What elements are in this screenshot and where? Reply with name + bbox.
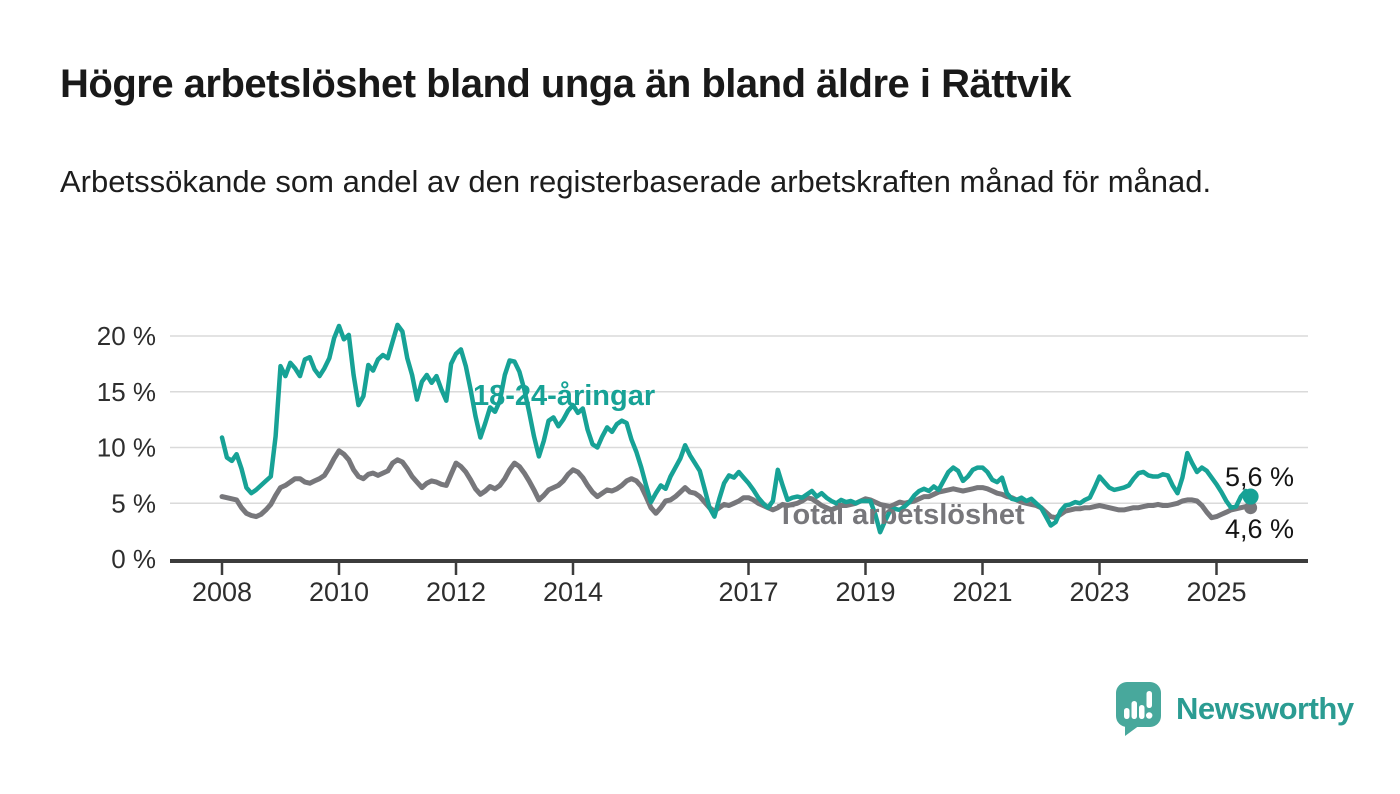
series-line-total: [219, 448, 1254, 521]
series-end-value-labels: 4,6 % 5,6 %: [1225, 462, 1294, 544]
series-end-dots: [1242, 488, 1259, 515]
brand-name: Newsworthy: [1176, 691, 1354, 726]
x-tick-label: 2021: [952, 577, 1012, 607]
chart-subtitle: Arbetssökande som andel av den registerb…: [60, 164, 1212, 199]
y-tick-label: 20 %: [97, 321, 156, 351]
series-label-youth: 18-24-åringar: [473, 380, 655, 412]
end-dot-youth: [1242, 488, 1259, 505]
y-tick-label: 10 %: [97, 433, 156, 463]
series-label-total: Total arbetslöshet: [777, 499, 1025, 531]
x-tick-label: 2019: [835, 577, 895, 607]
x-tick-label: 2023: [1069, 577, 1129, 607]
y-tick-label: 5 %: [111, 488, 156, 518]
x-tick-label: 2012: [426, 577, 486, 607]
chart-title: Högre arbetslöshet bland unga än bland ä…: [60, 62, 1071, 106]
series-lines: [219, 322, 1254, 535]
y-gridlines: [170, 335, 1308, 504]
series-line-youth: [219, 322, 1253, 535]
x-tick-label: 2017: [718, 577, 778, 607]
x-tick-label: 2010: [309, 577, 369, 607]
y-axis-labels: 0 % 5 % 10 % 15 % 20 %: [97, 321, 156, 574]
x-tick-label: 2025: [1186, 577, 1246, 607]
x-tick-label: 2008: [192, 577, 252, 607]
x-tick-label: 2014: [543, 577, 603, 607]
brand-footer: Newsworthy: [1115, 682, 1354, 736]
y-tick-label: 15 %: [97, 377, 156, 407]
end-value-total: 4,6 %: [1225, 514, 1294, 544]
end-dot-total: [1244, 501, 1258, 515]
y-tick-label: 0 %: [111, 544, 156, 574]
series-labels: Total arbetslöshet 18-24-åringar: [473, 380, 1025, 531]
x-axis: 2008 2010 2012 2014 2017 2019 2021 2023 2025: [170, 559, 1308, 607]
end-value-youth: 5,6 %: [1225, 462, 1294, 492]
newsworthy-logo-icon: [1116, 682, 1161, 736]
